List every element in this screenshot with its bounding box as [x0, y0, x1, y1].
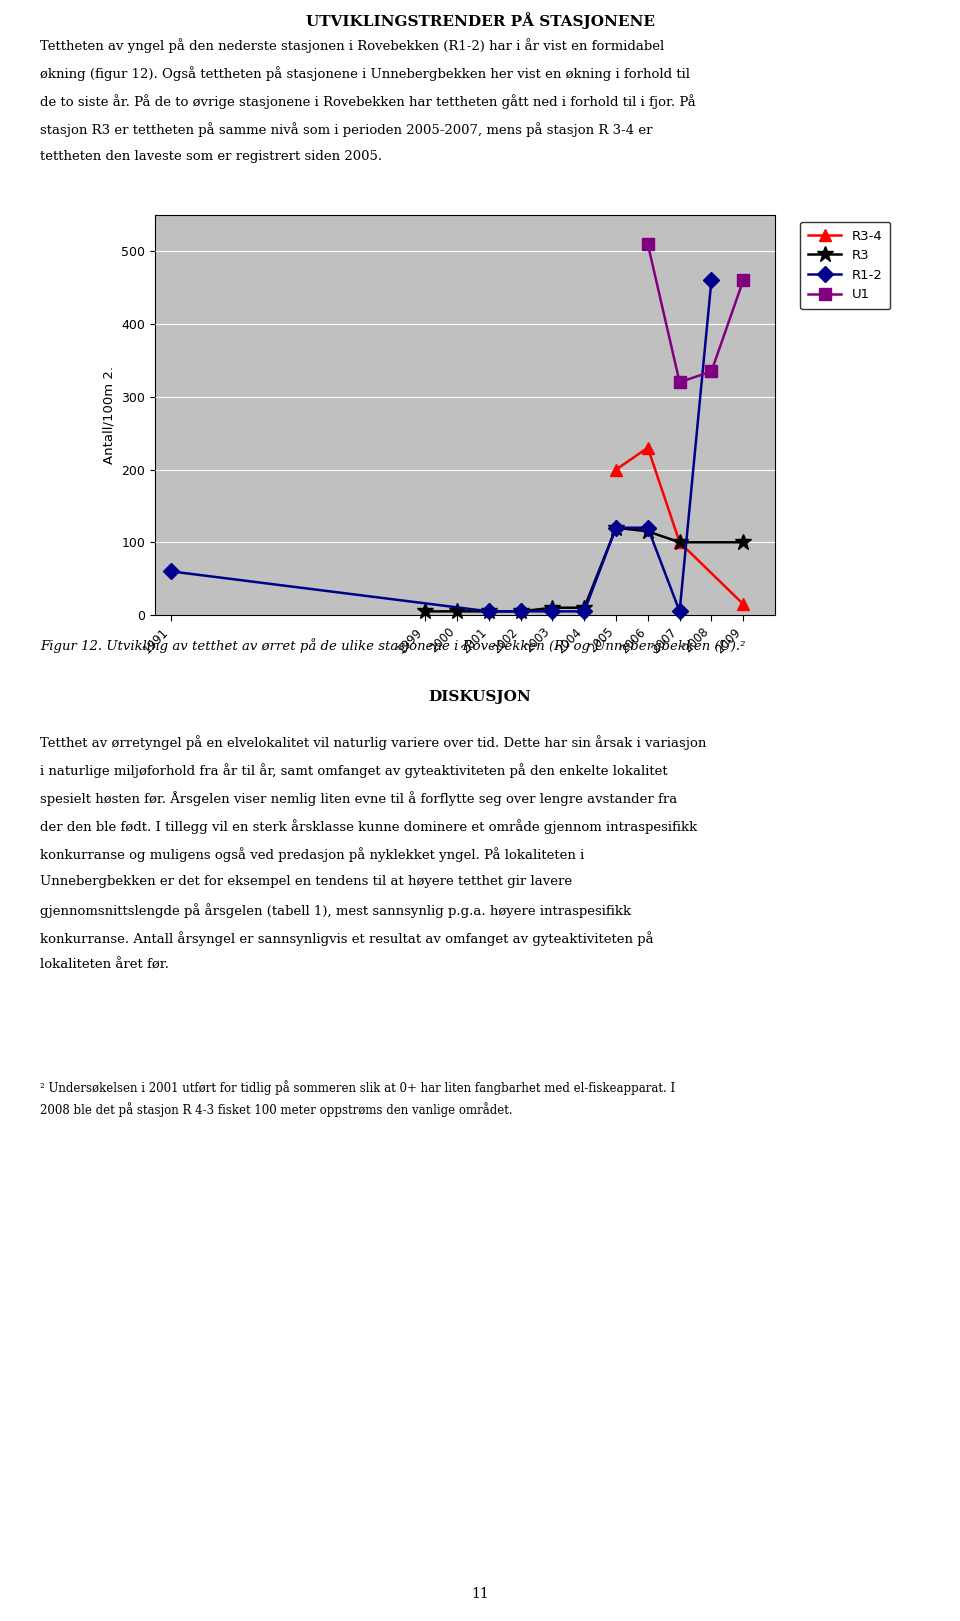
Y-axis label: Antall/100m 2.: Antall/100m 2. [103, 366, 116, 464]
Text: Tettheten av yngel på den nederste stasjonen i Rovebekken (R1-2) har i år vist e: Tettheten av yngel på den nederste stasj… [40, 37, 664, 53]
Text: Tetthet av ørretyngel på en elvelokalitet vil naturlig variere over tid. Dette h: Tetthet av ørretyngel på en elvelokalite… [40, 734, 707, 751]
R3 [451, 601, 463, 621]
R1-2 [483, 601, 494, 621]
Text: Unnebergbekken er det for eksempel en tendens til at høyere tetthet gir lavere: Unnebergbekken er det for eksempel en te… [40, 875, 572, 888]
R1-2 [706, 271, 717, 290]
Text: DISKUSJON: DISKUSJON [428, 691, 532, 704]
Text: lokaliteten året før.: lokaliteten året før. [40, 960, 169, 973]
R3 [737, 533, 749, 553]
Text: konkurranse og muligens også ved predasjon på nyklekket yngel. På lokaliteten i: konkurranse og muligens også ved predasj… [40, 848, 585, 862]
Text: økning (figur 12). Også tettheten på stasjonene i Unnebergbekken her vist en økn: økning (figur 12). Også tettheten på sta… [40, 66, 690, 81]
R3-4 [674, 533, 685, 553]
R3 [674, 533, 685, 553]
R3 [546, 598, 558, 618]
R1-2 [546, 601, 558, 621]
Text: Figur 12. Utvikling av tetthet av ørret på de ulike stasjonene i Rovebekken (R) : Figur 12. Utvikling av tetthet av ørret … [40, 639, 746, 653]
Text: i naturlige miljøforhold fra år til år, samt omfanget av gyteaktiviteten på den : i naturlige miljøforhold fra år til år, … [40, 763, 667, 778]
R1-2 [579, 601, 590, 621]
R3-4 [611, 460, 622, 480]
Line: R1-2: R1-2 [165, 276, 717, 618]
R3 [611, 519, 622, 538]
Text: ² Undersøkelsen i 2001 utført for tidlig på sommeren slik at 0+ har liten fangba: ² Undersøkelsen i 2001 utført for tidlig… [40, 1080, 675, 1094]
Text: spesielt høsten før. Årsgelen viser nemlig liten evne til å forflytte seg over l: spesielt høsten før. Årsgelen viser neml… [40, 791, 677, 806]
Text: stasjon R3 er tettheten på samme nivå som i perioden 2005-2007, mens på stasjon : stasjon R3 er tettheten på samme nivå so… [40, 122, 653, 136]
Line: R3-4: R3-4 [610, 441, 750, 611]
Text: gjennomsnittslengde på årsgelen (tabell 1), mest sannsynlig p.g.a. høyere intras: gjennomsnittslengde på årsgelen (tabell … [40, 903, 631, 917]
R1-2 [515, 601, 526, 621]
R3 [642, 522, 654, 541]
Legend: R3-4, R3, R1-2, U1: R3-4, R3, R1-2, U1 [801, 222, 891, 310]
Line: U1: U1 [641, 238, 750, 389]
U1 [674, 373, 685, 392]
R3 [579, 598, 590, 618]
R3-4 [642, 438, 654, 457]
R3-4 [737, 595, 749, 614]
R1-2 [674, 601, 685, 621]
U1 [642, 235, 654, 254]
R1-2 [611, 519, 622, 538]
Line: R3: R3 [417, 519, 752, 619]
Text: tettheten den laveste som er registrert siden 2005.: tettheten den laveste som er registrert … [40, 151, 382, 164]
Text: 2008 ble det på stasjon R 4-3 fisket 100 meter oppstrøms den vanlige området.: 2008 ble det på stasjon R 4-3 fisket 100… [40, 1102, 513, 1117]
R3 [420, 601, 431, 621]
R3 [515, 601, 526, 621]
Text: 11: 11 [471, 1587, 489, 1602]
Text: UTVIKLINGSTRENDER PÅ STASJONENE: UTVIKLINGSTRENDER PÅ STASJONENE [305, 11, 655, 29]
Text: konkurranse. Antall årsyngel er sannsynligvis et resultat av omfanget av gyteakt: konkurranse. Antall årsyngel er sannsynl… [40, 930, 654, 947]
U1 [706, 361, 717, 381]
R1-2 [642, 519, 654, 538]
U1 [737, 271, 749, 290]
R3 [483, 601, 494, 621]
R1-2 [165, 561, 177, 580]
Text: de to siste år. På de to øvrige stasjonene i Rovebekken har tettheten gått ned i: de to siste år. På de to øvrige stasjone… [40, 94, 696, 109]
Text: der den ble født. I tillegg vil en sterk årsklasse kunne dominere et område gjen: der den ble født. I tillegg vil en sterk… [40, 819, 697, 833]
